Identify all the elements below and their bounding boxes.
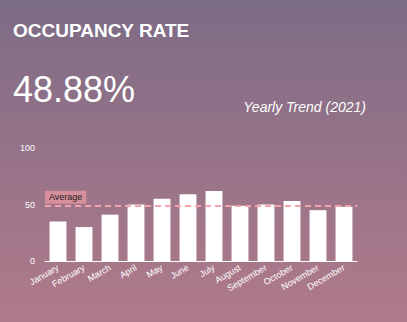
svg-text:September: September: [225, 262, 269, 294]
svg-text:Yearly Trend (2021): Yearly Trend (2021): [243, 99, 366, 115]
svg-text:April: April: [118, 263, 139, 281]
svg-text:48.88%: 48.88%: [13, 69, 135, 110]
svg-text:October: October: [261, 262, 295, 288]
svg-text:0: 0: [30, 256, 35, 266]
svg-text:June: June: [169, 263, 191, 281]
svg-text:Average: Average: [49, 192, 82, 202]
svg-text:December: December: [306, 263, 347, 292]
svg-text:November: November: [279, 262, 321, 293]
svg-text:100: 100: [20, 143, 35, 153]
svg-text:July: July: [197, 262, 217, 280]
svg-text:May: May: [145, 262, 165, 279]
svg-text:OCCUPANCY RATE: OCCUPANCY RATE: [13, 20, 189, 41]
svg-text:August: August: [213, 262, 243, 286]
svg-text:March: March: [86, 263, 113, 284]
svg-text:February: February: [50, 262, 87, 289]
svg-text:January: January: [27, 262, 61, 288]
svg-text:50: 50: [25, 200, 35, 210]
